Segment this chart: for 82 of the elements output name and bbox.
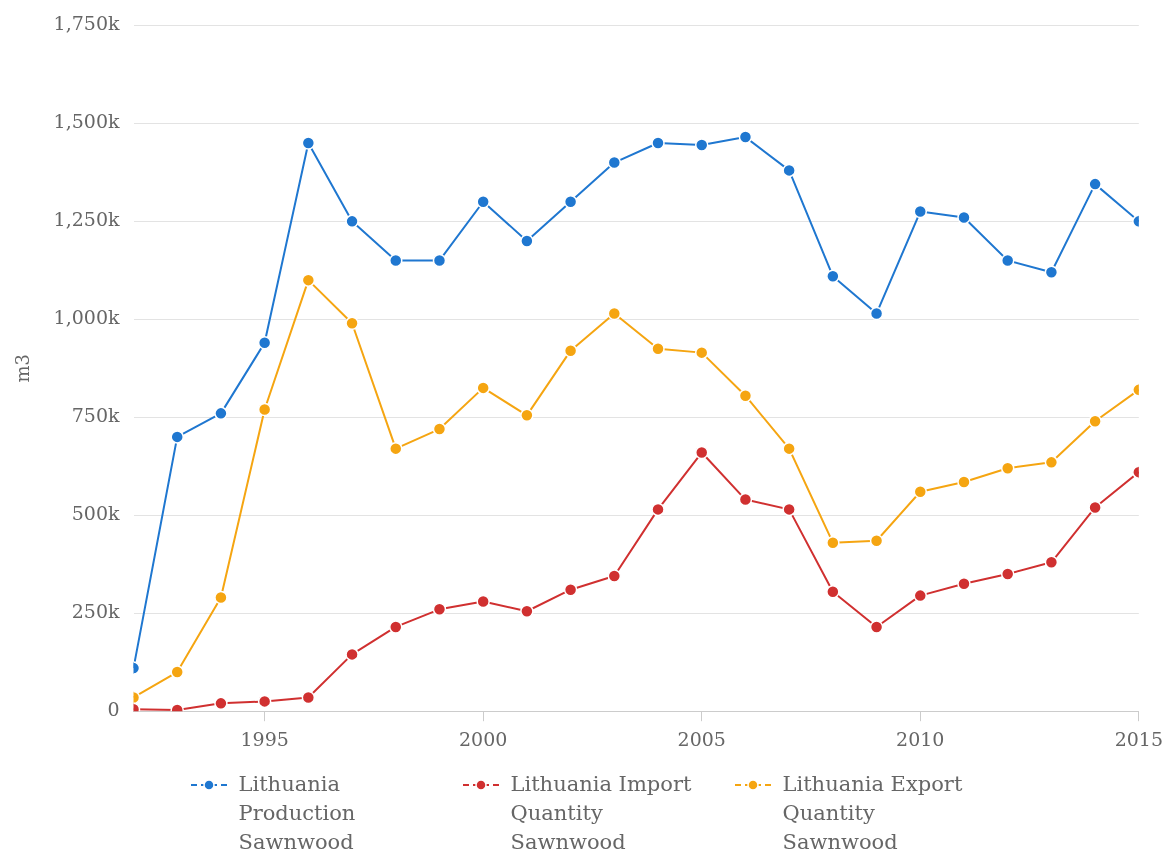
y-tick-label: 750k <box>71 404 120 427</box>
x-tick-label: 2015 <box>1114 727 1163 750</box>
point <box>826 584 840 599</box>
point <box>607 155 622 170</box>
point <box>476 594 490 609</box>
x-tick-label: 2010 <box>896 727 945 750</box>
point <box>214 590 228 605</box>
point <box>170 430 184 444</box>
point <box>1044 455 1059 470</box>
point <box>782 502 796 517</box>
point <box>1088 414 1102 428</box>
point <box>520 408 534 423</box>
point <box>957 475 971 489</box>
y-tick-label: 250k <box>71 600 120 623</box>
point <box>301 273 316 287</box>
point <box>1000 253 1015 268</box>
point <box>913 204 928 219</box>
point <box>957 577 971 591</box>
y-tick-label: 1,000k <box>53 306 120 329</box>
legend-label: Lithuania Production Sawnwood <box>238 771 357 856</box>
point <box>1000 461 1015 475</box>
point <box>1044 555 1059 570</box>
point <box>1044 265 1059 280</box>
point <box>869 620 884 634</box>
point <box>432 422 447 436</box>
y-tick-label: 1,250k <box>53 208 120 231</box>
x-tick-label: 1995 <box>240 727 289 750</box>
point <box>694 445 709 460</box>
point <box>214 406 228 421</box>
point <box>257 694 272 709</box>
point <box>520 234 534 248</box>
point <box>869 533 884 548</box>
point <box>738 492 753 507</box>
point <box>651 502 665 517</box>
point <box>476 381 490 395</box>
point <box>694 138 709 152</box>
x-tick-label: 2005 <box>677 727 726 750</box>
point <box>826 535 840 550</box>
x-tick-label: 2000 <box>459 727 508 750</box>
y-axis-title: m3 <box>12 354 34 383</box>
point <box>607 306 622 321</box>
point <box>1088 500 1102 515</box>
point <box>1088 177 1102 191</box>
point <box>345 647 359 662</box>
point <box>301 690 316 705</box>
legend-label: Lithuania Import Quantity Sawnwood <box>510 771 693 856</box>
point <box>1000 567 1015 581</box>
point <box>694 345 709 360</box>
point <box>257 336 272 350</box>
point <box>738 130 753 144</box>
point <box>563 343 578 358</box>
y-tick-label: 1,500k <box>53 110 120 133</box>
legend-label: Lithuania Export Quantity Sawnwood <box>782 771 964 856</box>
point <box>432 253 447 268</box>
point <box>301 136 316 150</box>
point <box>651 341 665 356</box>
point <box>913 588 928 603</box>
point <box>389 441 403 456</box>
point <box>476 195 490 209</box>
y-tick-label: 1,750k <box>53 12 120 35</box>
point <box>214 696 228 711</box>
point <box>913 484 928 499</box>
point <box>869 306 884 321</box>
point <box>782 441 796 456</box>
point <box>957 210 971 225</box>
point <box>826 269 840 283</box>
point <box>651 136 665 150</box>
point <box>782 163 796 178</box>
point <box>563 582 578 597</box>
point <box>257 402 272 417</box>
y-tick-label: 0 <box>107 698 120 721</box>
point <box>432 602 447 617</box>
point <box>170 665 184 679</box>
point <box>345 316 359 330</box>
point <box>389 253 403 268</box>
point <box>607 569 622 583</box>
point <box>738 388 753 403</box>
point <box>345 214 359 229</box>
y-tick-label: 500k <box>71 502 120 525</box>
point <box>520 604 534 619</box>
point <box>389 620 403 634</box>
point <box>563 195 578 209</box>
